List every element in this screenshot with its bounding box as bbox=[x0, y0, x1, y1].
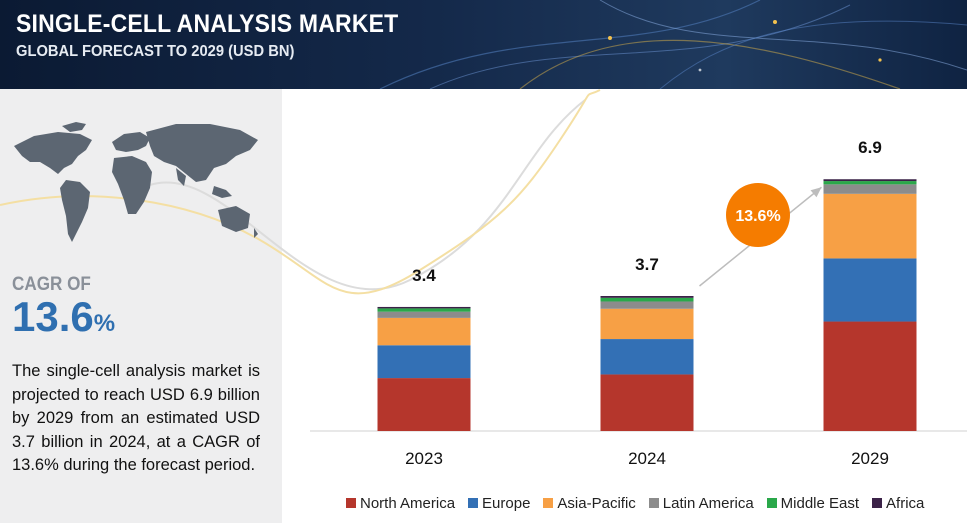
bar-middle-east-2029 bbox=[823, 181, 917, 185]
legend-swatch bbox=[872, 498, 883, 508]
world-map-icon bbox=[14, 122, 258, 242]
bar-latin-america-2029 bbox=[823, 184, 917, 194]
legend-label: Middle East bbox=[780, 494, 860, 512]
category-label-2023: 2023 bbox=[405, 449, 443, 468]
legend-item-middle-east: Middle East bbox=[766, 494, 860, 512]
legend-swatch bbox=[468, 498, 479, 508]
legend-swatch bbox=[766, 498, 777, 508]
legend-item-asia-pacific: Asia-Pacific bbox=[543, 494, 636, 512]
bar-north-america-2023 bbox=[377, 378, 471, 431]
legend-item-north-america: North America bbox=[346, 495, 455, 512]
cagr-number: 13.6 bbox=[12, 293, 94, 340]
legend-label: Latin America bbox=[662, 494, 754, 512]
banner-decoration bbox=[379, 0, 967, 89]
bar-africa-2024 bbox=[600, 296, 694, 298]
labels-layer: 3.4 2023 3.7 2024 6.9 2029 13.6% bbox=[405, 138, 889, 468]
bar-middle-east-2023 bbox=[377, 308, 471, 312]
bars-layer bbox=[310, 179, 967, 432]
bar-latin-america-2023 bbox=[377, 311, 471, 318]
bar-africa-2023 bbox=[377, 306, 471, 309]
total-label-2024: 3.7 bbox=[635, 255, 659, 274]
bar-middle-east-2024 bbox=[600, 297, 694, 302]
total-label-2029: 6.9 bbox=[858, 138, 882, 157]
bar-asia-pacific-2029 bbox=[823, 193, 917, 259]
category-label-2029: 2029 bbox=[851, 449, 889, 468]
cagr-bubble-label: 13.6% bbox=[735, 208, 780, 225]
bar-africa-2029 bbox=[823, 179, 917, 182]
chart-legend: North America Europe Asia-Pacific Latin Ame… bbox=[346, 493, 937, 513]
legend-swatch bbox=[346, 498, 356, 508]
cagr-label: CAGR OF bbox=[12, 274, 91, 295]
bar-latin-america-2024 bbox=[600, 301, 694, 309]
page-subtitle: GLOBAL FORECAST TO 2029 (USD BN) bbox=[16, 43, 295, 60]
stacked-bar-chart: 3.4 2023 3.7 2024 6.9 2029 13.6% bbox=[310, 138, 967, 468]
bar-europe-2024 bbox=[600, 339, 694, 375]
legend-item-europe: Europe bbox=[468, 495, 530, 512]
cagr-percent-sign: % bbox=[93, 310, 116, 337]
legend-swatch bbox=[648, 498, 659, 508]
bar-europe-2023 bbox=[377, 345, 471, 379]
cagr-value: 13.6% bbox=[12, 296, 115, 338]
bar-north-america-2029 bbox=[823, 321, 917, 431]
page-title: SINGLE-CELL ANALYSIS MARKET bbox=[16, 10, 399, 38]
legend-label: North America bbox=[360, 494, 456, 512]
bar-asia-pacific-2024 bbox=[600, 308, 694, 340]
legend-item-latin-america: Latin America bbox=[648, 494, 754, 512]
category-label-2024: 2024 bbox=[628, 449, 666, 468]
legend-label: Africa bbox=[886, 494, 925, 512]
legend-label: Europe bbox=[482, 494, 531, 512]
market-description: The single-cell analysis market is proje… bbox=[12, 362, 260, 474]
legend-label: Asia-Pacific bbox=[557, 494, 636, 512]
total-label-2023: 3.4 bbox=[412, 266, 436, 285]
growth-arrow-head bbox=[810, 187, 822, 198]
header-banner: SINGLE-CELL ANALYSIS MARKET GLOBAL FOREC… bbox=[0, 0, 967, 89]
legend-swatch bbox=[543, 498, 554, 508]
legend-item-africa: Africa bbox=[872, 495, 924, 512]
bar-north-america-2024 bbox=[600, 374, 694, 431]
cagr-bubble bbox=[726, 183, 790, 247]
bar-asia-pacific-2023 bbox=[377, 317, 471, 346]
bar-europe-2029 bbox=[823, 258, 917, 322]
